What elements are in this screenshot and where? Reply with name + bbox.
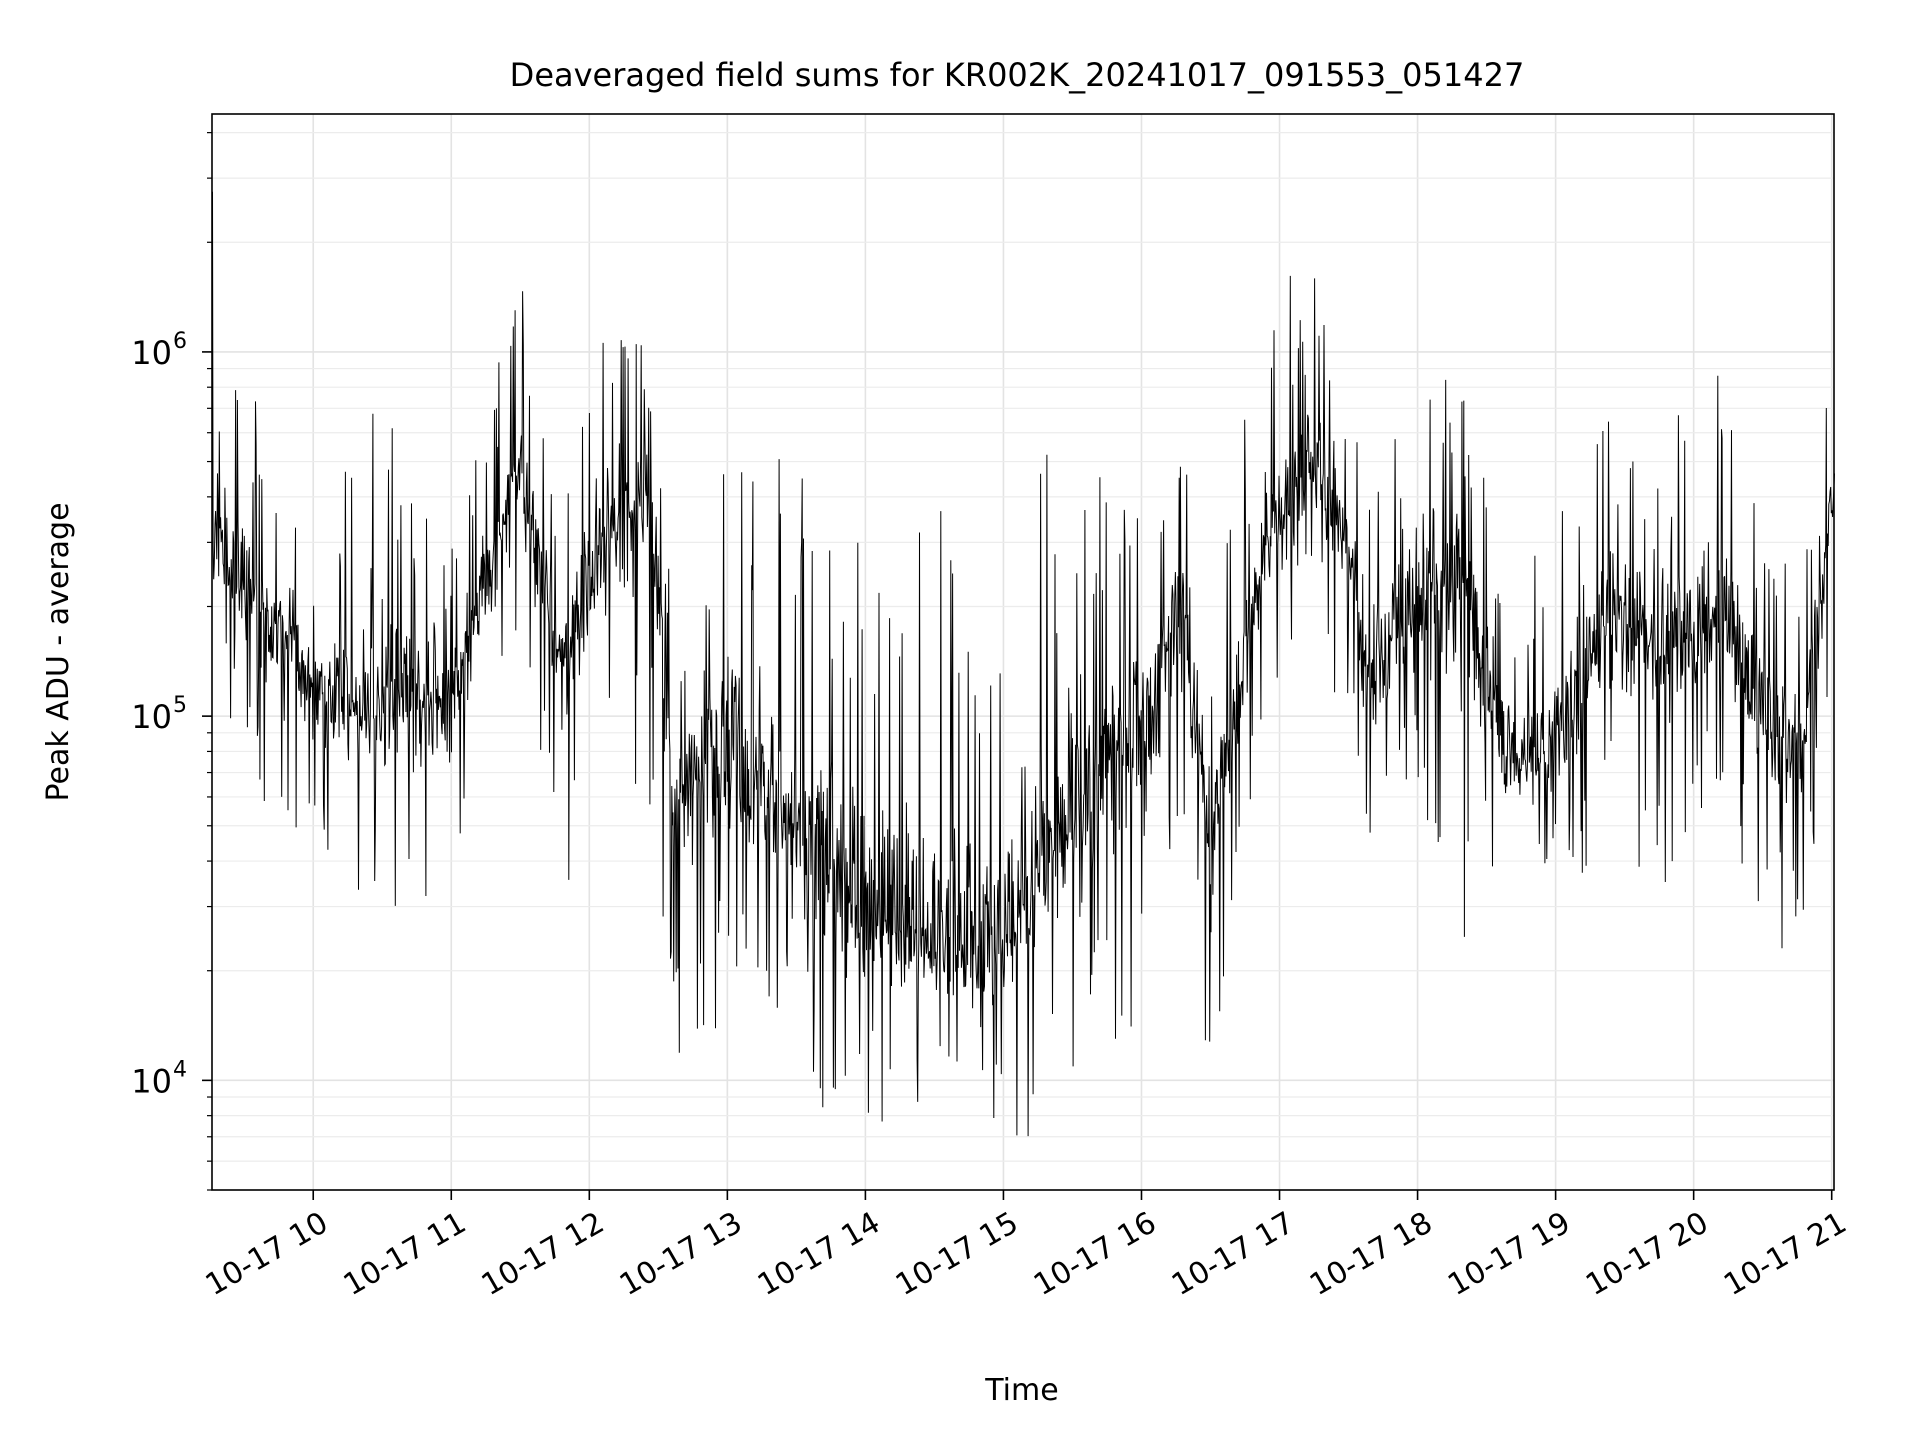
x-tick-label: 10-17 21 [1718,1205,1852,1303]
x-tick-label: 10-17 19 [1442,1205,1576,1303]
x-tick-label: 10-17 13 [614,1205,748,1303]
x-tick-label: 10-17 18 [1304,1205,1438,1303]
y-axis-label: Peak ADU - average [41,502,76,801]
x-tick-label: 10-17 11 [338,1205,472,1303]
series-line [212,191,1835,1137]
x-tick-label: 10-17 20 [1580,1205,1714,1303]
x-tick-label: 10-17 16 [1028,1205,1162,1303]
y-tick-exponent: 4 [173,1057,187,1082]
y-tick-label: 10 [131,698,172,736]
plot-frame [211,113,1835,1191]
x-tick-label: 10-17 14 [752,1205,886,1303]
x-tick-label: 10-17 12 [476,1205,610,1303]
y-tick-label: 10 [131,1062,172,1100]
x-tick-label: 10-17 17 [1166,1205,1300,1303]
y-tick-label: 10 [131,334,172,372]
x-axis-label: Time [984,1373,1058,1408]
y-tick-exponent: 6 [173,329,187,354]
chart-title: Deaveraged field sums for KR002K_2024101… [510,56,1525,94]
x-tick-label: 10-17 10 [200,1205,334,1303]
data-series [212,191,1835,1137]
x-axis-ticks: 10-17 10 10-17 11 10-17 12 10-17 13 10-17 14… [200,1190,1852,1303]
y-tick-exponent: 5 [173,693,187,718]
x-tick-label: 10-17 15 [890,1205,1024,1303]
